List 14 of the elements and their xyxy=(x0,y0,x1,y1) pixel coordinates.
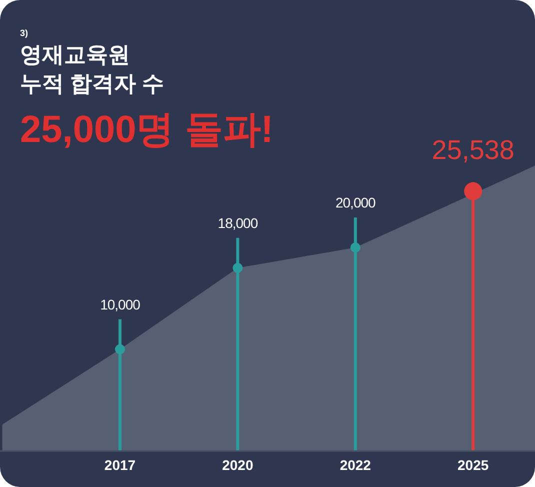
x-tick-label: 2017 xyxy=(104,457,136,473)
x-tick-label: 2025 xyxy=(458,457,489,473)
data-label: 18,000 xyxy=(218,214,258,231)
data-label: 10,000 xyxy=(100,296,141,312)
chart-title: 영재교육원 누적 합격자 수 xyxy=(20,42,164,96)
chart-subtitle: 25,000명 돌파! xyxy=(20,109,274,151)
data-label: 20,000 xyxy=(335,194,376,211)
point xyxy=(232,262,243,273)
data-label: 25,538 xyxy=(432,135,514,166)
point xyxy=(114,344,126,354)
x-tick-label: 2022 xyxy=(340,457,372,473)
x-tick-label: 2020 xyxy=(222,457,254,473)
point xyxy=(350,242,360,253)
text: 3) xyxy=(20,28,28,38)
